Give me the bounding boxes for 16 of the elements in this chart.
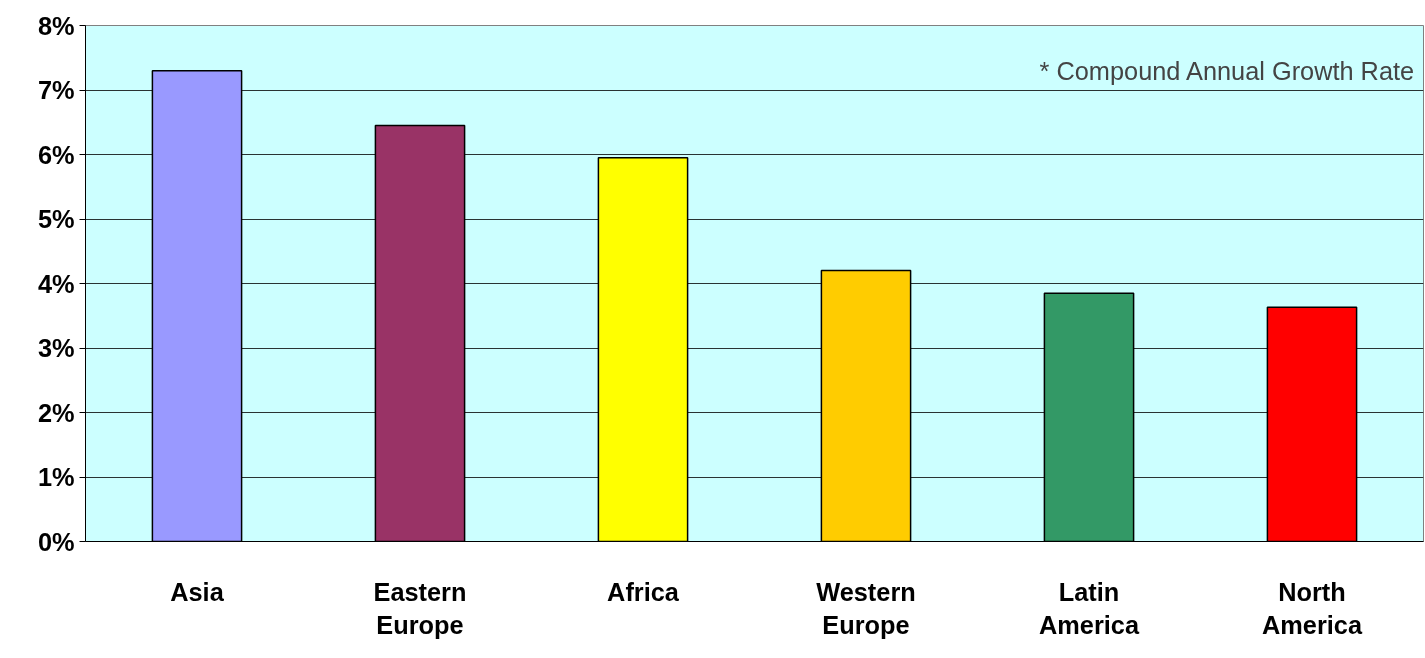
y-tick-label: 4%	[37, 269, 75, 298]
x-tick-label: Western Europe	[816, 577, 916, 640]
annotation: * Compound Annual Growth Rate	[1039, 56, 1415, 85]
x-tick-label: Eastern Europe	[373, 577, 467, 640]
x-tick-label: Africa	[607, 577, 680, 606]
y-tick-label: 1%	[37, 463, 75, 491]
y-tick-label: 3%	[37, 334, 75, 362]
x-tick-label: North America	[1262, 577, 1363, 640]
y-tick-label: 0%	[37, 527, 75, 556]
x-tick-label: Asia	[170, 577, 225, 606]
x-tick-label: Latin America	[1039, 577, 1140, 640]
y-tick-label: 2%	[37, 398, 75, 427]
y-tick-label: 8%	[37, 11, 75, 40]
y-tick-label: 7%	[37, 76, 75, 104]
y-tick-label: 5%	[37, 205, 75, 233]
y-tick-label: 6%	[37, 140, 75, 169]
